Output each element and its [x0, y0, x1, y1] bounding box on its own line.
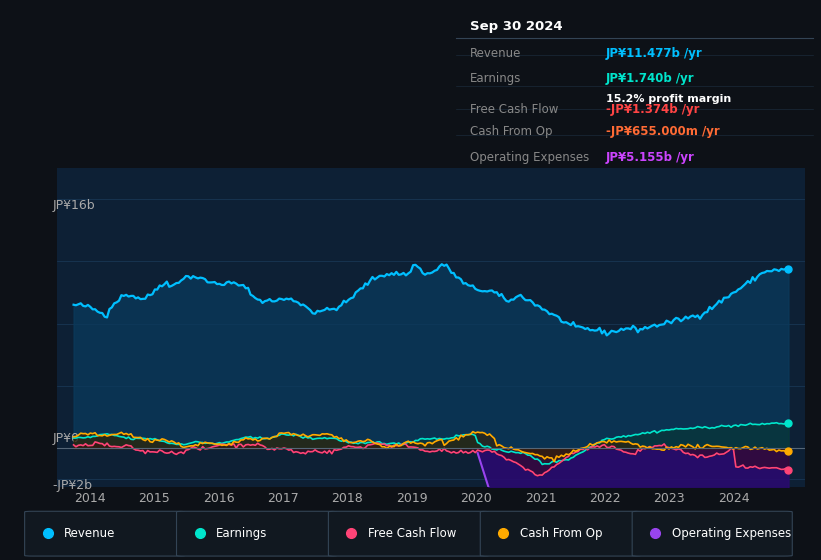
Text: JP¥11.477b /yr: JP¥11.477b /yr	[606, 48, 703, 60]
Text: Cash From Op: Cash From Op	[520, 526, 602, 540]
Text: Revenue: Revenue	[470, 48, 521, 60]
Text: JP¥5.155b /yr: JP¥5.155b /yr	[606, 151, 695, 164]
Text: JP¥16b: JP¥16b	[53, 199, 95, 212]
Text: Revenue: Revenue	[64, 526, 116, 540]
Text: 15.2% profit margin: 15.2% profit margin	[606, 95, 731, 105]
Text: Sep 30 2024: Sep 30 2024	[470, 20, 562, 33]
Text: JP¥0: JP¥0	[53, 432, 80, 445]
Text: Earnings: Earnings	[216, 526, 268, 540]
Text: Cash From Op: Cash From Op	[470, 125, 553, 138]
Text: Free Cash Flow: Free Cash Flow	[368, 526, 456, 540]
Text: -JP¥2b: -JP¥2b	[53, 479, 92, 492]
Text: Operating Expenses: Operating Expenses	[672, 526, 791, 540]
Text: Free Cash Flow: Free Cash Flow	[470, 102, 558, 115]
Text: -JP¥655.000m /yr: -JP¥655.000m /yr	[606, 125, 719, 138]
FancyBboxPatch shape	[328, 511, 488, 556]
Text: Earnings: Earnings	[470, 72, 521, 85]
FancyBboxPatch shape	[177, 511, 337, 556]
FancyBboxPatch shape	[632, 511, 792, 556]
Text: -JP¥1.374b /yr: -JP¥1.374b /yr	[606, 102, 699, 115]
Text: JP¥1.740b /yr: JP¥1.740b /yr	[606, 72, 695, 85]
FancyBboxPatch shape	[25, 511, 185, 556]
Text: Operating Expenses: Operating Expenses	[470, 151, 589, 164]
FancyBboxPatch shape	[480, 511, 640, 556]
